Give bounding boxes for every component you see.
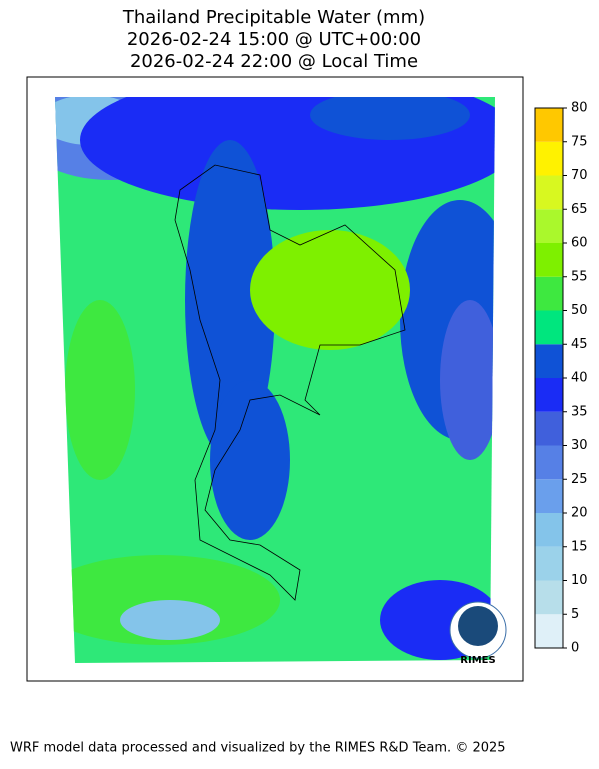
colorbar-segment (535, 108, 563, 142)
colorbar: 0 5 10 15 20 25 30 35 40 45 50 55 60 65 70 75 80 (534, 101, 588, 656)
title-line: 2026-02-24 15:00 @ UTC+00:00 (127, 29, 421, 50)
logo: RIMES (449, 601, 507, 666)
colorbar-segment (535, 378, 563, 412)
colorbar-tick-label: 80 (571, 101, 588, 116)
colorbar-tick-label: 10 (571, 573, 588, 588)
colorbar-segment (535, 513, 563, 547)
colorbar-segment (535, 445, 563, 480)
colorbar-tick-label: 55 (571, 269, 588, 284)
colorbar-segment (535, 141, 563, 176)
title-line: 2026-02-24 22:00 @ Local Time (130, 51, 418, 72)
colorbar-tick-label: 65 (571, 202, 588, 217)
colorbar-segment (535, 411, 563, 446)
map-domain (55, 97, 495, 663)
map-field (55, 97, 495, 660)
colorbar-segment (535, 243, 563, 277)
colorbar-segment (535, 614, 563, 648)
colorbar-tick-label: 0 (571, 641, 579, 656)
map: RIMES (26, 76, 524, 682)
colorbar-tick-label: 25 (571, 472, 588, 487)
colorbar-tick-label: 30 (571, 438, 588, 453)
colorbar-tick-label: 60 (571, 236, 588, 251)
title-line: Thailand Precipitable Water (mm) (122, 7, 425, 28)
footer: WRF model data processed and visualized … (10, 741, 506, 756)
colorbar-tick-label: 5 (571, 607, 579, 622)
colorbar-tick-label: 15 (571, 539, 588, 554)
map-frame (26, 76, 524, 682)
colorbar-segment (535, 479, 563, 513)
colorbar-segment (535, 310, 563, 345)
colorbar-tick-label: 40 (571, 371, 588, 386)
colorbar-tick-label: 35 (571, 404, 588, 419)
colorbar-segment (535, 344, 563, 378)
colorbar-segment (535, 580, 563, 615)
colorbar-segment (535, 546, 563, 581)
colorbar-segment (535, 276, 563, 311)
colorbar-tick-label: 70 (571, 168, 588, 183)
boundaries (174, 164, 406, 601)
colorbar-segment (535, 209, 563, 243)
logo-label: RIMES (460, 655, 495, 666)
colorbar-tick-label: 20 (571, 506, 588, 521)
colorbar-tick-label: 50 (571, 303, 588, 318)
colorbar-segment (535, 175, 563, 210)
colorbar-tick-label: 75 (571, 134, 588, 149)
colorbar-tick-label: 45 (571, 337, 588, 352)
